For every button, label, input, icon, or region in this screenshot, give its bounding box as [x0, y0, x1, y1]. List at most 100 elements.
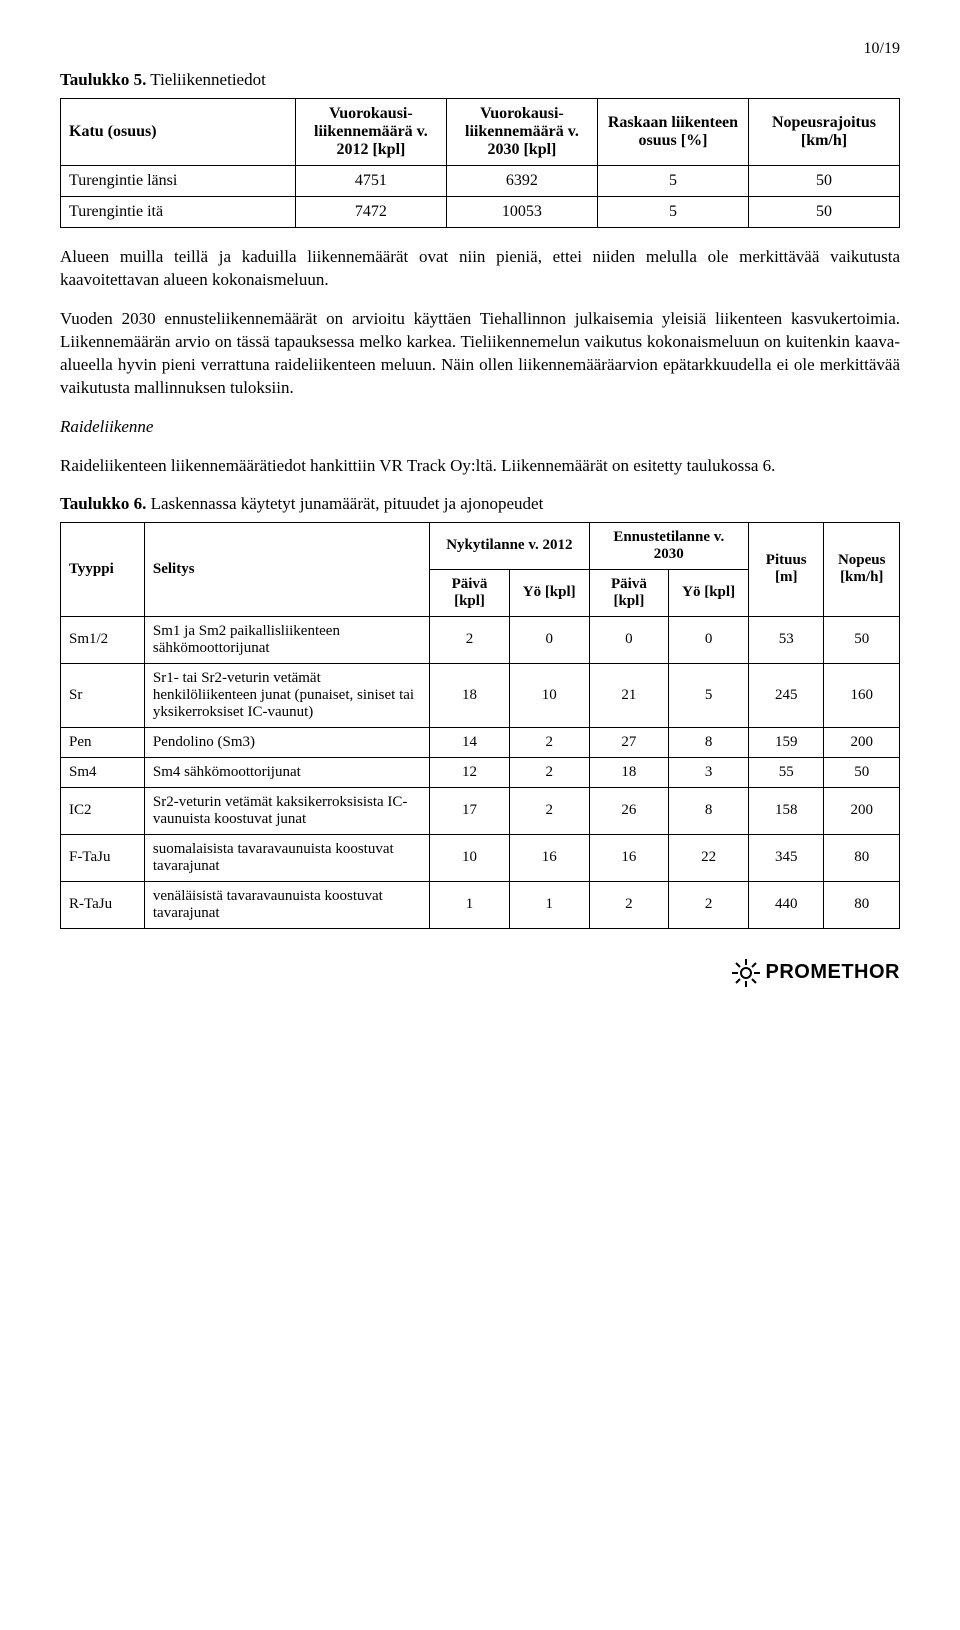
- table-row: IC2Sr2-veturin vetämät kaksikerroksisist…: [61, 787, 900, 834]
- table-row: Turengintie länsi47516392550: [61, 166, 900, 197]
- table6-cell: 159: [748, 727, 824, 757]
- table6-cell: 12: [430, 757, 510, 787]
- table6-cell: 2: [509, 787, 589, 834]
- paragraph-1: Alueen muilla teillä ja kaduilla liikenn…: [60, 246, 900, 292]
- table6-cell: 345: [748, 834, 824, 881]
- table6-cell: 21: [589, 663, 669, 727]
- table6-caption: Taulukko 6. Laskennassa käytetyt junamää…: [60, 494, 900, 514]
- table6-cell: 2: [509, 757, 589, 787]
- table6-cell: 0: [669, 616, 749, 663]
- table5-caption: Taulukko 5. Tieliikennetiedot: [60, 70, 900, 90]
- table6-cell: 8: [669, 727, 749, 757]
- table6-cell: F-TaJu: [61, 834, 145, 881]
- table6-cell: 53: [748, 616, 824, 663]
- table5-body: Turengintie länsi47516392550Turengintie …: [61, 166, 900, 228]
- table5: Katu (osuus) Vuorokausi- liikennemäärä v…: [60, 98, 900, 228]
- table6-sh-ennuste: Ennustetilanne v. 2030: [589, 522, 748, 569]
- table5-cell: Turengintie länsi: [61, 166, 296, 197]
- table6-cell: venäläisistä tavaravaunuista koostuvat t…: [144, 881, 429, 928]
- table6-cell: 440: [748, 881, 824, 928]
- table6-cell: 2: [589, 881, 669, 928]
- table6: Tyyppi Selitys Nykytilanne v. 2012 Ennus…: [60, 522, 900, 929]
- table6-cell: 2: [509, 727, 589, 757]
- table6-cell: 10: [430, 834, 510, 881]
- table5-cell: 50: [748, 166, 899, 197]
- table6-cell: Sr: [61, 663, 145, 727]
- table6-cell: 200: [824, 787, 900, 834]
- table5-h2: Vuorokausi- liikennemäärä v. 2030 [kpl]: [446, 99, 597, 166]
- table6-cell: 55: [748, 757, 824, 787]
- table5-cell: 5: [597, 166, 748, 197]
- table6-h-yo: Yö [kpl]: [509, 569, 589, 616]
- table6-cell: 2: [430, 616, 510, 663]
- table6-cell: 200: [824, 727, 900, 757]
- table-row: SrSr1- tai Sr2-veturin vetämät henkilöli…: [61, 663, 900, 727]
- table6-cell: 0: [509, 616, 589, 663]
- table-row: Turengintie itä747210053550: [61, 197, 900, 228]
- table6-cell: 1: [430, 881, 510, 928]
- table5-cell: 5: [597, 197, 748, 228]
- table6-h-nopeus: Nopeus [km/h]: [824, 522, 900, 616]
- table6-cell: 2: [669, 881, 749, 928]
- page-number: 10/19: [60, 40, 900, 58]
- table6-cell: R-TaJu: [61, 881, 145, 928]
- table6-cell: Sm4: [61, 757, 145, 787]
- table6-cell: 10: [509, 663, 589, 727]
- table6-cell: 18: [589, 757, 669, 787]
- table6-cell: 50: [824, 757, 900, 787]
- table6-body: Sm1/2Sm1 ja Sm2 paikallisliikenteen sähk…: [61, 616, 900, 928]
- table5-cell: 50: [748, 197, 899, 228]
- table6-cell: 158: [748, 787, 824, 834]
- table-row: Sm4Sm4 sähkömoottorijunat1221835550: [61, 757, 900, 787]
- table6-cell: Pendolino (Sm3): [144, 727, 429, 757]
- table6-cell: 0: [589, 616, 669, 663]
- table6-cell: 245: [748, 663, 824, 727]
- table6-cell: 160: [824, 663, 900, 727]
- table5-label: Taulukko 5.: [60, 70, 146, 89]
- table5-caption-text: Tieliikennetiedot: [150, 70, 266, 89]
- table6-caption-text: Laskennassa käytetyt junamäärät, pituude…: [151, 494, 544, 513]
- table6-cell: Sr1- tai Sr2-veturin vetämät henkilöliik…: [144, 663, 429, 727]
- table6-h-yo2: Yö [kpl]: [669, 569, 749, 616]
- table6-h-paiva2: Päivä [kpl]: [589, 569, 669, 616]
- table-row: R-TaJuvenäläisistä tavaravaunuista koost…: [61, 881, 900, 928]
- table6-h-paiva: Päivä [kpl]: [430, 569, 510, 616]
- table6-cell: 3: [669, 757, 749, 787]
- table6-sh-nyky: Nykytilanne v. 2012: [430, 522, 589, 569]
- table5-h3: Raskaan liikenteen osuus [%]: [597, 99, 748, 166]
- table6-cell: Sm1 ja Sm2 paikallisliikenteen sähkömoot…: [144, 616, 429, 663]
- table6-cell: 22: [669, 834, 749, 881]
- table6-cell: Sm4 sähkömoottorijunat: [144, 757, 429, 787]
- table5-h1: Vuorokausi- liikennemäärä v. 2012 [kpl]: [295, 99, 446, 166]
- table6-h-pituus: Pituus [m]: [748, 522, 824, 616]
- promethor-logo-icon: [732, 959, 760, 987]
- table6-cell: suomalaisista tavaravaunuista koostuvat …: [144, 834, 429, 881]
- table6-cell: 5: [669, 663, 749, 727]
- table5-cell: 10053: [446, 197, 597, 228]
- table5-h0: Katu (osuus): [61, 99, 296, 166]
- table6-cell: 80: [824, 834, 900, 881]
- table6-cell: 18: [430, 663, 510, 727]
- table6-cell: 50: [824, 616, 900, 663]
- table6-cell: Sr2-veturin vetämät kaksikerroksisista I…: [144, 787, 429, 834]
- table-row: F-TaJusuomalaisista tavaravaunuista koos…: [61, 834, 900, 881]
- table6-cell: 8: [669, 787, 749, 834]
- table6-cell: 80: [824, 881, 900, 928]
- table6-cell: Sm1/2: [61, 616, 145, 663]
- table6-cell: 16: [589, 834, 669, 881]
- table6-cell: 1: [509, 881, 589, 928]
- table6-cell: Pen: [61, 727, 145, 757]
- table6-cell: IC2: [61, 787, 145, 834]
- table5-cell: 7472: [295, 197, 446, 228]
- promethor-logo: PROMETHOR: [732, 959, 901, 987]
- table6-label: Taulukko 6.: [60, 494, 146, 513]
- table6-cell: 26: [589, 787, 669, 834]
- table5-h4: Nopeusrajoitus [km/h]: [748, 99, 899, 166]
- subheading-raideliikenne: Raideliikenne: [60, 416, 900, 439]
- logo-wrap: PROMETHOR: [60, 959, 900, 992]
- table6-h-selitys: Selitys: [144, 522, 429, 616]
- paragraph-2: Vuoden 2030 ennusteliikennemäärät on arv…: [60, 308, 900, 400]
- table6-cell: 16: [509, 834, 589, 881]
- table-row: PenPendolino (Sm3)142278159200: [61, 727, 900, 757]
- table5-cell: Turengintie itä: [61, 197, 296, 228]
